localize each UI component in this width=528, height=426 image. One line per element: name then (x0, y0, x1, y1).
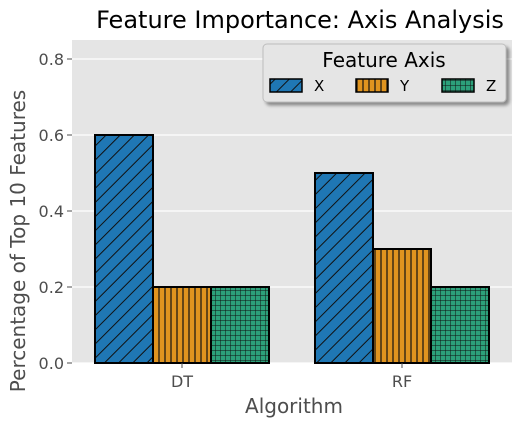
x-tick-label: RF (392, 372, 412, 391)
y-tick-label: 0.0 (39, 354, 64, 373)
legend: Feature Axis X Y Z (262, 43, 507, 103)
x-tick-label: DT (171, 372, 193, 391)
legend-swatch-y (355, 78, 389, 93)
bar-y-dt (152, 286, 212, 364)
bar-x-rf (314, 172, 374, 364)
legend-label-z: Z (486, 77, 496, 95)
x-axis: DT RF (171, 363, 412, 391)
y-tick-label: 0.2 (39, 278, 64, 297)
legend-swatch-x (269, 78, 303, 93)
legend-label-y: Y (399, 77, 410, 95)
bars (94, 134, 490, 364)
y-tick-label: 0.6 (39, 126, 64, 145)
y-tick-label: 0.4 (39, 202, 64, 221)
legend-items: X Y Z (269, 77, 496, 95)
y-axis-label: Percentage of Top 10 Features (6, 90, 30, 392)
bar-y-rf (372, 248, 432, 364)
bar-z-dt (210, 286, 270, 364)
legend-title: Feature Axis (322, 48, 445, 72)
legend-swatch-z (441, 78, 475, 93)
x-axis-label: Algorithm (245, 394, 343, 418)
y-axis: 0.0 0.2 0.4 0.6 0.8 (39, 50, 72, 373)
chart-title: Feature Importance: Axis Analysis (96, 6, 504, 34)
y-tick-label: 0.8 (39, 50, 64, 69)
legend-label-x: X (314, 77, 324, 95)
bar-x-dt (94, 134, 154, 364)
bar-z-rf (430, 286, 490, 364)
